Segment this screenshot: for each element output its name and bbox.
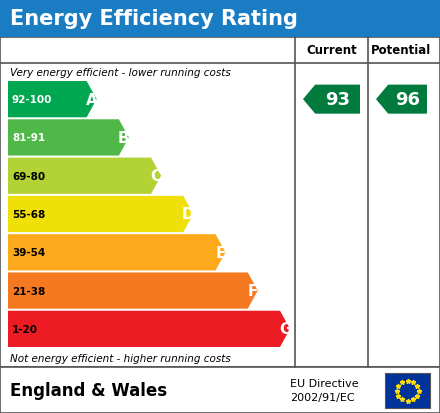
Polygon shape xyxy=(8,311,290,347)
Text: C: C xyxy=(150,169,161,184)
Text: E: E xyxy=(215,245,226,260)
Polygon shape xyxy=(8,158,161,195)
Text: 96: 96 xyxy=(395,91,420,109)
Text: F: F xyxy=(248,283,258,298)
Text: 2002/91/EC: 2002/91/EC xyxy=(290,392,355,402)
Text: Current: Current xyxy=(306,44,357,57)
Polygon shape xyxy=(8,120,129,156)
Text: D: D xyxy=(182,207,194,222)
Text: 92-100: 92-100 xyxy=(12,95,52,105)
Text: Very energy efficient - lower running costs: Very energy efficient - lower running co… xyxy=(10,68,231,78)
Text: G: G xyxy=(279,322,291,337)
Text: 39-54: 39-54 xyxy=(12,248,45,258)
Bar xyxy=(0,0,440,38)
Polygon shape xyxy=(8,82,97,118)
Text: 93: 93 xyxy=(325,91,350,109)
Text: B: B xyxy=(118,131,130,145)
Bar xyxy=(0,367,440,413)
Text: EU Directive: EU Directive xyxy=(290,378,359,388)
Polygon shape xyxy=(8,273,258,309)
Text: Not energy efficient - higher running costs: Not energy efficient - higher running co… xyxy=(10,353,231,363)
Text: 55-68: 55-68 xyxy=(12,209,45,219)
Polygon shape xyxy=(376,85,427,114)
Text: Energy Efficiency Rating: Energy Efficiency Rating xyxy=(10,9,298,29)
Text: 81-91: 81-91 xyxy=(12,133,45,143)
Text: 69-80: 69-80 xyxy=(12,171,45,181)
Polygon shape xyxy=(303,85,360,114)
Polygon shape xyxy=(8,197,193,233)
Polygon shape xyxy=(8,235,226,271)
Text: England & Wales: England & Wales xyxy=(10,381,167,399)
Text: 1-20: 1-20 xyxy=(12,324,38,334)
Bar xyxy=(385,373,430,408)
Text: Potential: Potential xyxy=(371,44,432,57)
Bar xyxy=(0,38,440,367)
Text: 21-38: 21-38 xyxy=(12,286,45,296)
Text: A: A xyxy=(86,93,98,107)
